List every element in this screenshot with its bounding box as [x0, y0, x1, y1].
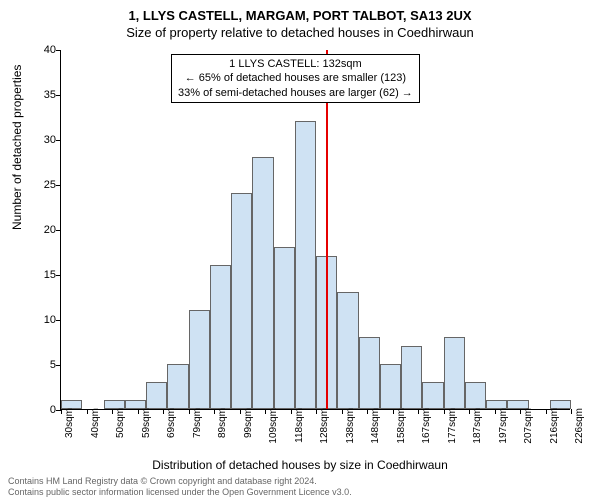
- xtick-mark: [520, 409, 521, 414]
- plot-region: 051015202530354030sqm40sqm50sqm59sqm69sq…: [60, 50, 570, 410]
- xtick-mark: [61, 409, 62, 414]
- xtick-label: 148sqm: [370, 408, 381, 444]
- histogram-bar: [401, 346, 422, 409]
- xtick-label: 59sqm: [141, 408, 152, 438]
- xtick-label: 109sqm: [268, 408, 279, 444]
- ytick-label: 15: [31, 269, 56, 281]
- xtick-label: 138sqm: [345, 408, 356, 444]
- histogram-bar: [337, 292, 358, 409]
- histogram-bar: [189, 310, 210, 409]
- xtick-label: 30sqm: [64, 408, 75, 438]
- xtick-label: 50sqm: [115, 408, 126, 438]
- xtick-mark: [342, 409, 343, 414]
- histogram-bar: [252, 157, 273, 409]
- histogram-bar: [231, 193, 252, 409]
- xtick-mark: [571, 409, 572, 414]
- ytick-label: 10: [31, 314, 56, 326]
- ytick-label: 20: [31, 224, 56, 236]
- reference-line: [326, 50, 328, 409]
- xtick-mark: [112, 409, 113, 414]
- xtick-mark: [163, 409, 164, 414]
- xtick-mark: [495, 409, 496, 414]
- ytick-label: 25: [31, 179, 56, 191]
- annot-line-1: 1 LLYS CASTELL: 132sqm: [178, 57, 413, 71]
- footer-attribution: Contains HM Land Registry data © Crown c…: [8, 476, 352, 498]
- ytick-mark: [56, 50, 61, 51]
- title-main: 1, LLYS CASTELL, MARGAM, PORT TALBOT, SA…: [0, 0, 600, 23]
- xtick-mark: [418, 409, 419, 414]
- chart-container: 1, LLYS CASTELL, MARGAM, PORT TALBOT, SA…: [0, 0, 600, 500]
- histogram-bar: [295, 121, 316, 409]
- xtick-label: 167sqm: [421, 408, 432, 444]
- ytick-mark: [56, 230, 61, 231]
- xtick-mark: [240, 409, 241, 414]
- xtick-label: 187sqm: [472, 408, 483, 444]
- xtick-mark: [291, 409, 292, 414]
- histogram-bar: [274, 247, 295, 409]
- ytick-mark: [56, 320, 61, 321]
- xtick-label: 128sqm: [319, 408, 330, 444]
- xtick-mark: [87, 409, 88, 414]
- xtick-label: 177sqm: [447, 408, 458, 444]
- histogram-bar: [167, 364, 188, 409]
- xtick-label: 207sqm: [523, 408, 534, 444]
- ytick-mark: [56, 365, 61, 366]
- chart-area: 051015202530354030sqm40sqm50sqm59sqm69sq…: [60, 50, 570, 410]
- xtick-mark: [444, 409, 445, 414]
- x-axis-label: Distribution of detached houses by size …: [0, 458, 600, 472]
- annot-line-2: ← 65% of detached houses are smaller (12…: [178, 71, 413, 85]
- histogram-bar: [210, 265, 231, 409]
- xtick-label: 118sqm: [294, 408, 305, 443]
- xtick-mark: [546, 409, 547, 414]
- footer-line-2: Contains public sector information licen…: [8, 487, 352, 498]
- ytick-label: 40: [31, 44, 56, 56]
- histogram-bar: [422, 382, 443, 409]
- xtick-label: 226sqm: [574, 408, 585, 444]
- xtick-mark: [367, 409, 368, 414]
- ytick-mark: [56, 95, 61, 96]
- xtick-mark: [265, 409, 266, 414]
- xtick-label: 69sqm: [166, 408, 177, 438]
- annotation-box: 1 LLYS CASTELL: 132sqm← 65% of detached …: [171, 54, 420, 103]
- xtick-mark: [214, 409, 215, 414]
- ytick-label: 35: [31, 89, 56, 101]
- xtick-label: 40sqm: [90, 408, 101, 438]
- xtick-label: 158sqm: [396, 408, 407, 444]
- xtick-mark: [469, 409, 470, 414]
- ytick-label: 0: [31, 404, 56, 416]
- ytick-mark: [56, 140, 61, 141]
- xtick-mark: [189, 409, 190, 414]
- annot-line-3: 33% of semi-detached houses are larger (…: [178, 86, 413, 100]
- xtick-label: 79sqm: [192, 408, 203, 438]
- footer-line-1: Contains HM Land Registry data © Crown c…: [8, 476, 352, 487]
- xtick-label: 216sqm: [549, 408, 560, 444]
- xtick-label: 197sqm: [498, 408, 509, 444]
- ytick-label: 30: [31, 134, 56, 146]
- ytick-label: 5: [31, 359, 56, 371]
- xtick-mark: [138, 409, 139, 414]
- title-sub: Size of property relative to detached ho…: [0, 23, 600, 40]
- xtick-label: 99sqm: [243, 408, 254, 438]
- histogram-bar: [380, 364, 401, 409]
- xtick-label: 89sqm: [217, 408, 228, 438]
- xtick-mark: [316, 409, 317, 414]
- y-axis-label: Number of detached properties: [10, 65, 24, 230]
- ytick-mark: [56, 185, 61, 186]
- histogram-bar: [359, 337, 380, 409]
- histogram-bar: [444, 337, 465, 409]
- histogram-bar: [465, 382, 486, 409]
- ytick-mark: [56, 275, 61, 276]
- histogram-bar: [146, 382, 167, 409]
- xtick-mark: [393, 409, 394, 414]
